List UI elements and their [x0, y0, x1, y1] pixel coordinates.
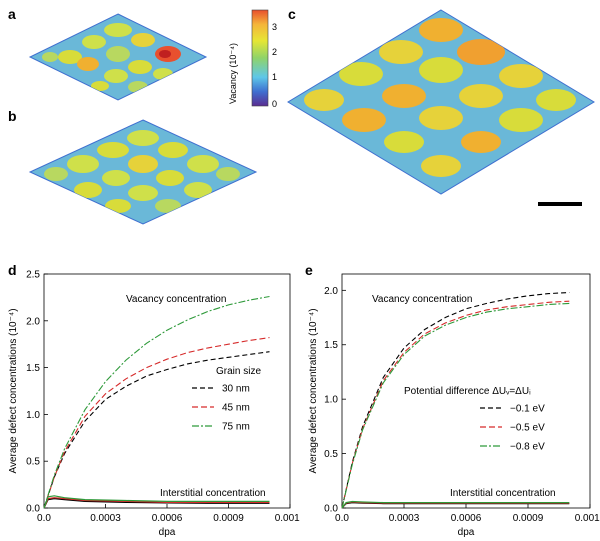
- x-tick-label: 0.0009: [213, 513, 244, 524]
- plot-e-xlabel: dpa: [458, 527, 475, 538]
- plot-e-series: [341, 291, 570, 509]
- vacancy-map-c: [287, 9, 595, 195]
- plot-e: 0.0 0.0003 0.0006 0.0009 0.0012 0.0 0.5 1.0 1.5 2…: [308, 273, 600, 538]
- plot-d-frame: [43, 273, 291, 509]
- y-tick-label: 2.0: [324, 286, 338, 297]
- plot-e-annotation-vacancy: Vacancy concentration: [372, 294, 472, 305]
- x-tick-label: 0.0003: [90, 513, 121, 524]
- colorbar-gradient: [251, 9, 269, 107]
- series-interstitial-line: [43, 497, 270, 509]
- plot-d: 0.0 0.0003 0.0006 0.0009 0.0012 0.0 0.5 1.0 1.5 2…: [8, 270, 300, 539]
- map-b-grains: [44, 130, 240, 213]
- y-tick-label: 1.0: [26, 410, 40, 421]
- plot-d-annotation-vacancy: Vacancy concentration: [126, 294, 226, 305]
- plot-d-legend-title: Grain size: [216, 366, 261, 377]
- series-interstitial-line: [43, 495, 270, 509]
- map-c-surface: [287, 9, 595, 195]
- panel-label-b: b: [8, 108, 17, 124]
- legend-label: 75 nm: [222, 422, 250, 433]
- plot-d-legend: 30 nm 45 nm 75 nm: [192, 384, 250, 433]
- panel-label-c: c: [288, 6, 296, 22]
- y-tick-label: 2.0: [26, 316, 40, 327]
- y-tick-label: 1.5: [26, 363, 40, 374]
- y-tick-label: 1.5: [324, 340, 338, 351]
- colorbar-tick-1: 1: [272, 72, 277, 82]
- plot-d-ylabel: Average defect concentrations (10⁻⁴): [8, 308, 19, 473]
- plot-e-annotation-interstitial: Interstitial concentration: [450, 488, 556, 499]
- x-tick-label: 0.0009: [513, 513, 544, 524]
- legend-label: 45 nm: [222, 403, 250, 414]
- plot-e-legend-title: Potential difference ΔUᵥ=ΔUᵢ: [404, 386, 531, 397]
- plot-e-legend: −0.1 eV −0.5 eV −0.8 eV: [480, 404, 545, 453]
- vacancy-map-b: [28, 119, 258, 225]
- x-tick-label: 0.0003: [389, 513, 420, 524]
- colorbar-tick-3: 3: [272, 22, 277, 32]
- y-tick-label: 2.5: [26, 270, 40, 281]
- series-interstitial-line: [43, 497, 270, 509]
- series-vacancy-line: [43, 295, 270, 509]
- x-tick-label: 0.0012: [575, 513, 600, 524]
- series-vacancy-line: [43, 337, 270, 509]
- series-interstitial-line: [341, 500, 570, 509]
- scale-bar: [538, 202, 582, 206]
- legend-label: −0.5 eV: [510, 423, 545, 434]
- colorbar-tick-2: 2: [272, 47, 277, 57]
- x-tick-label: 0.0012: [275, 513, 300, 524]
- series-vacancy-line: [43, 351, 270, 509]
- y-tick-label: 0.5: [26, 457, 40, 468]
- colorbar: 0 1 2 3 Vacancy (10⁻⁴): [228, 9, 277, 109]
- colorbar-label: Vacancy (10⁻⁴): [228, 43, 238, 104]
- y-tick-label: 0.0: [324, 504, 338, 515]
- plot-d-annotation-interstitial: Interstitial concentration: [160, 488, 266, 499]
- series-vacancy-line: [341, 291, 570, 509]
- legend-label: −0.1 eV: [510, 404, 545, 415]
- vacancy-map-a: [28, 13, 208, 101]
- legend-label: −0.8 eV: [510, 442, 545, 453]
- plot-d-xlabel: dpa: [159, 527, 176, 538]
- y-tick-label: 0.0: [26, 504, 40, 515]
- panel-label-a: a: [8, 6, 16, 22]
- x-tick-label: 0.0006: [451, 513, 482, 524]
- x-tick-label: 0.0006: [152, 513, 183, 524]
- plot-d-series: [43, 295, 270, 509]
- y-tick-label: 0.5: [324, 449, 338, 460]
- panel-label-e: e: [305, 262, 313, 278]
- panel-label-d: d: [8, 262, 17, 278]
- x-tick-label: 0.0: [335, 513, 349, 524]
- map-c-grains: [304, 18, 576, 177]
- colorbar-tick-0: 0: [272, 99, 277, 109]
- y-tick-label: 1.0: [324, 395, 338, 406]
- x-tick-label: 0.0: [37, 513, 51, 524]
- series-vacancy-line: [341, 302, 570, 509]
- plot-d-axes: 0.0 0.0003 0.0006 0.0009 0.0012 0.0 0.5 1.0 1.5 2…: [26, 270, 300, 525]
- plot-e-axes: 0.0 0.0003 0.0006 0.0009 0.0012 0.0 0.5 1.0 1.5 2…: [324, 273, 600, 524]
- plot-e-ylabel: Average defect concentrations (10⁻⁴): [308, 308, 319, 473]
- legend-label: 30 nm: [222, 384, 250, 395]
